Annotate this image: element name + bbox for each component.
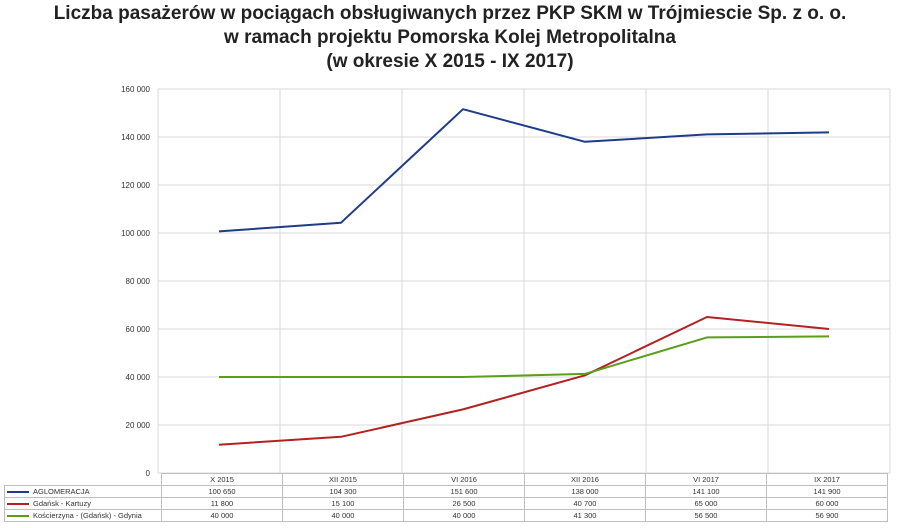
series-line-kościerzyna-gdańsk-gdynia (219, 335, 830, 378)
data-value-cell: 141 100 (645, 485, 767, 498)
legend-entry: Gdańsk - Kartuzy (4, 497, 162, 510)
data-value-cell: 56 500 (645, 509, 767, 522)
data-value-cell: 100 650 (161, 485, 283, 498)
data-value-cell: 56 900 (766, 509, 888, 522)
x-category-label: XII 2015 (282, 473, 404, 486)
series-line-aglomeracja (218, 108, 830, 233)
legend-swatch (7, 514, 29, 517)
data-value-cell: 11 800 (161, 497, 283, 510)
x-category-label: VI 2017 (645, 473, 767, 486)
y-tick-label: 40 000 (126, 373, 151, 382)
x-category-label: IX 2017 (766, 473, 888, 486)
data-value-cell: 40 700 (524, 497, 646, 510)
data-value-cell: 151 600 (403, 485, 525, 498)
table-header-row: X 2015 XII 2015 VI 2016 XII 2016 VI 2017 IX 2… (4, 473, 888, 486)
legend-swatch (7, 490, 29, 493)
chart-title-line-3: (w okresie X 2015 - IX 2017) (326, 51, 574, 72)
data-value-cell: 65 000 (645, 497, 767, 510)
legend-label: Gdańsk - Kartuzy (33, 498, 91, 508)
chart-title: Liczba pasażerów w pociągach obsługiwany… (0, 2, 900, 74)
x-category-label: VI 2016 (403, 473, 525, 486)
data-value-cell: 138 000 (524, 485, 646, 498)
legend-entry: Kościerzyna - (Gdańsk) - Gdynia (4, 509, 162, 522)
table-row: Kościerzyna - (Gdańsk) - Gdynia 40 000 40 … (4, 509, 888, 522)
series-line-gdańsk-kartuzy (218, 316, 830, 446)
data-value-cell: 40 000 (282, 509, 404, 522)
legend-swatch (7, 502, 29, 505)
data-value-cell: 41 300 (524, 509, 646, 522)
x-category-label: XII 2016 (524, 473, 646, 486)
data-value-cell: 141 900 (766, 485, 888, 498)
table-row: Gdańsk - Kartuzy 11 800 15 100 26 500 40 700… (4, 497, 888, 510)
y-tick-label: 120 000 (121, 181, 150, 190)
y-tick-label: 20 000 (126, 421, 151, 430)
data-value-cell: 60 000 (766, 497, 888, 510)
y-tick-label: 160 000 (121, 85, 150, 94)
data-table: X 2015 XII 2015 VI 2016 XII 2016 VI 2017 IX 2… (4, 473, 888, 522)
chart-title-line-1: Liczba pasażerów w pociągach obsługiwany… (53, 3, 847, 24)
legend-label: Kościerzyna - (Gdańsk) - Gdynia (33, 510, 142, 520)
table-row: AGLOMERACJA 100 650 104 300 151 600 138 000 1… (4, 485, 888, 498)
legend-label: AGLOMERACJA (33, 486, 90, 496)
x-category-label: X 2015 (161, 473, 283, 486)
chart-title-line-2: w ramach projektu Pomorska Kolej Metropo… (224, 27, 676, 48)
data-value-cell: 40 000 (161, 509, 283, 522)
y-tick-label: 60 000 (126, 325, 151, 334)
data-value-cell: 40 000 (403, 509, 525, 522)
data-value-cell: 26 500 (403, 497, 525, 510)
data-value-cell: 104 300 (282, 485, 404, 498)
legend-entry: AGLOMERACJA (4, 485, 162, 498)
y-tick-label: 140 000 (121, 133, 150, 142)
table-corner-cell (4, 473, 162, 486)
y-tick-label: 80 000 (126, 277, 151, 286)
y-tick-label: 100 000 (121, 229, 150, 238)
data-value-cell: 15 100 (282, 497, 404, 510)
